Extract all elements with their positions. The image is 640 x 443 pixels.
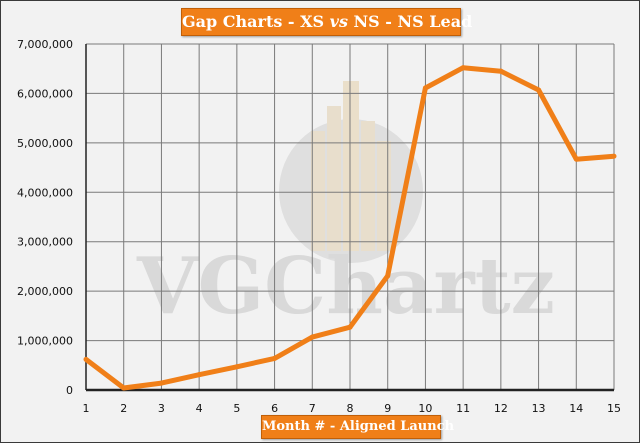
- y-tick-label-4: 4,000,000: [17, 186, 73, 199]
- data-point-0-6: [309, 334, 315, 340]
- y-tick-label-5: 5,000,000: [17, 137, 73, 150]
- data-point-0-13: [573, 156, 579, 162]
- x-tick-label-4: 5: [233, 402, 240, 415]
- y-tick-label-1: 1,000,000: [17, 335, 73, 348]
- watermark-bar-4: [361, 121, 375, 251]
- x-tick-label-9: 10: [418, 402, 432, 415]
- data-point-0-10: [460, 65, 466, 71]
- data-point-0-1: [121, 385, 127, 391]
- title-part-1: Gap Charts - XS: [182, 12, 330, 31]
- vgchartz-watermark: VGChartz: [136, 81, 555, 332]
- title-part-3: NS - NS Lead: [347, 12, 473, 31]
- watermark-bar-5: [377, 141, 391, 251]
- data-point-0-14: [611, 153, 617, 159]
- chart-title: Gap Charts - XS vs NS - NS Lead: [181, 8, 472, 36]
- x-tick-label-1: 2: [120, 402, 127, 415]
- title-part-2: vs: [329, 12, 348, 31]
- x-tick-label-0: 1: [83, 402, 90, 415]
- grid: [85, 43, 615, 392]
- y-axis-ticks: 0 1,000,000 2,000,000 3,000,000 4,000,000 5,0…: [17, 38, 73, 397]
- x-axis-label: Month # - Aligned Launch: [261, 415, 454, 439]
- x-tick-label-3: 4: [196, 402, 203, 415]
- watermark-text: VGChartz: [136, 241, 555, 332]
- series-layer: [83, 65, 617, 391]
- x-tick-label-12: 13: [532, 402, 546, 415]
- data-point-0-0: [83, 356, 89, 362]
- x-tick-label-10: 11: [456, 402, 470, 415]
- x-tick-label-7: 8: [347, 402, 354, 415]
- data-point-0-8: [385, 273, 391, 279]
- data-point-0-9: [422, 85, 428, 91]
- data-point-0-11: [498, 68, 504, 74]
- x-tick-label-13: 14: [569, 402, 583, 415]
- y-tick-label-6: 6,000,000: [17, 87, 73, 100]
- data-point-0-2: [158, 380, 164, 386]
- x-tick-label-6: 7: [309, 402, 316, 415]
- x-tick-label-11: 12: [494, 402, 508, 415]
- x-tick-label-8: 9: [384, 402, 391, 415]
- data-point-0-4: [234, 364, 240, 370]
- y-tick-label-7: 7,000,000: [17, 38, 73, 51]
- y-tick-label-0: 0: [66, 384, 73, 397]
- x-tick-label-5: 6: [271, 402, 278, 415]
- watermark-bar-1: [311, 131, 325, 251]
- watermark-bar-2: [327, 106, 341, 251]
- data-point-0-3: [196, 372, 202, 378]
- x-axis-ticks: 1 2 3 4 5 6 7 8 9 10 11 12 13 14 15: [83, 402, 622, 415]
- data-point-0-7: [347, 324, 353, 330]
- x-tick-label-2: 3: [158, 402, 165, 415]
- x-tick-label-14: 15: [607, 402, 621, 415]
- y-tick-label-2: 2,000,000: [17, 285, 73, 298]
- data-point-0-12: [536, 87, 542, 93]
- data-point-0-5: [272, 355, 278, 361]
- watermark-bar-3: [343, 81, 359, 251]
- y-tick-label-3: 3,000,000: [17, 236, 73, 249]
